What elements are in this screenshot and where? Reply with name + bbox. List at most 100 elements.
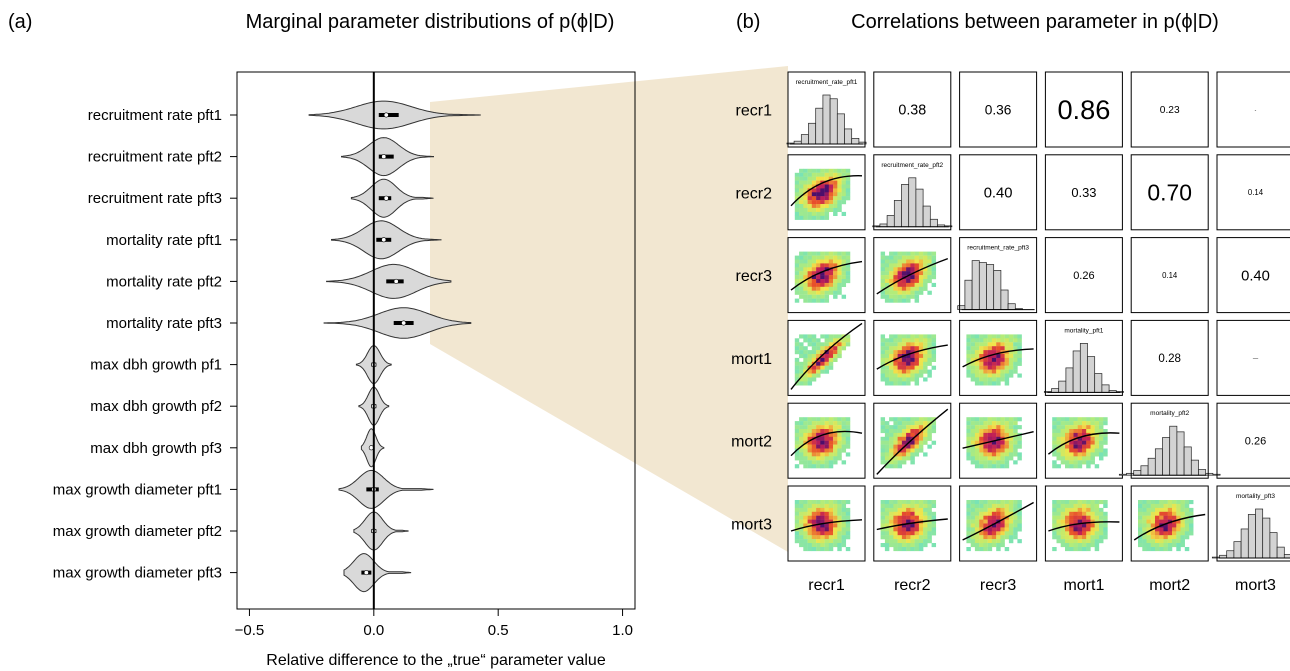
density-pixel bbox=[828, 354, 834, 359]
density-pixel bbox=[884, 452, 890, 457]
density-pixel bbox=[841, 259, 847, 264]
density-pixel bbox=[1069, 432, 1074, 438]
density-pixel bbox=[824, 259, 830, 264]
density-pixel bbox=[974, 365, 980, 370]
density-pixel bbox=[1099, 523, 1104, 528]
density-pixel bbox=[897, 346, 903, 351]
density-pixel bbox=[803, 417, 808, 422]
histogram-bar bbox=[1118, 473, 1127, 476]
density-pixel bbox=[828, 168, 834, 173]
density-pixel bbox=[824, 429, 830, 434]
density-pixel bbox=[1060, 515, 1066, 520]
density-pixel bbox=[820, 365, 825, 370]
density-pixel bbox=[906, 271, 911, 276]
density-pixel bbox=[824, 369, 830, 374]
density-pixel bbox=[1099, 539, 1104, 544]
density-pixel bbox=[820, 271, 825, 276]
density-pixel bbox=[974, 361, 980, 366]
density-pixel bbox=[811, 452, 817, 457]
density-pixel bbox=[923, 279, 928, 284]
density-pixel bbox=[1090, 456, 1095, 461]
density-pixel bbox=[991, 500, 997, 505]
density-pixel bbox=[799, 184, 804, 189]
density-pixel bbox=[1000, 543, 1005, 548]
density-pixel bbox=[820, 282, 825, 288]
density-pixel bbox=[970, 436, 976, 441]
density-pixel bbox=[910, 448, 915, 453]
density-pixel bbox=[824, 440, 830, 445]
pairs-cell-frame bbox=[1130, 402, 1209, 479]
density-pixel bbox=[799, 417, 804, 422]
trend-line bbox=[790, 519, 863, 532]
density-pixel bbox=[918, 511, 924, 516]
density-pixel bbox=[828, 539, 834, 544]
density-pixel bbox=[927, 503, 932, 509]
density-pixel bbox=[927, 369, 932, 374]
density-pixel bbox=[974, 460, 980, 465]
density-pixel bbox=[1180, 511, 1185, 516]
density-pixel bbox=[1103, 452, 1108, 457]
density-pixel bbox=[1155, 511, 1160, 516]
density-pixel bbox=[1065, 515, 1070, 520]
density-pixel bbox=[923, 535, 928, 540]
pairs-cell bbox=[1044, 402, 1123, 479]
density-pixel bbox=[820, 192, 825, 197]
density-pixel bbox=[1000, 361, 1005, 366]
density-pixel bbox=[987, 421, 993, 426]
density-pixel bbox=[811, 342, 817, 347]
histogram-bar bbox=[1007, 303, 1016, 310]
density-pixel bbox=[824, 176, 830, 181]
density-pixel bbox=[824, 263, 830, 268]
density-pixel bbox=[901, 436, 907, 441]
density-pixel bbox=[991, 543, 997, 548]
density-pixel bbox=[1008, 338, 1014, 343]
density-pixel bbox=[893, 350, 898, 355]
density-pixel bbox=[794, 425, 800, 430]
violin-median-point bbox=[381, 154, 387, 160]
density-pixel bbox=[807, 448, 813, 453]
density-pixel bbox=[1163, 543, 1168, 548]
density-pixel bbox=[803, 452, 808, 457]
density-pixel bbox=[1094, 511, 1100, 516]
density-pixel bbox=[987, 334, 993, 339]
density-pixel bbox=[1004, 547, 1010, 552]
density-pixel bbox=[824, 436, 830, 441]
density-pixel bbox=[803, 456, 808, 461]
density-pixel bbox=[816, 357, 821, 363]
density-pixel bbox=[837, 354, 842, 359]
density-pixel bbox=[880, 535, 886, 540]
density-pixel bbox=[1013, 531, 1018, 536]
density-pixel bbox=[979, 357, 984, 363]
density-pixel bbox=[918, 275, 924, 280]
density-pixel bbox=[983, 334, 988, 339]
density-pixel bbox=[931, 342, 937, 347]
density-pixel bbox=[816, 279, 821, 284]
density-pixel bbox=[931, 275, 937, 280]
density-pixel bbox=[1094, 531, 1100, 536]
density-pixel bbox=[841, 440, 847, 445]
density-pixel bbox=[837, 452, 842, 457]
density-pixel bbox=[1090, 523, 1095, 528]
density-pixel bbox=[1180, 539, 1185, 544]
row-label: mort3 bbox=[731, 517, 772, 534]
density-pixel bbox=[824, 298, 830, 303]
density-pixel bbox=[1000, 346, 1005, 351]
density-pixel bbox=[803, 259, 808, 264]
density-pixel bbox=[991, 417, 997, 422]
density-pixel bbox=[983, 448, 988, 453]
density-pixel bbox=[906, 357, 911, 363]
density-pixel bbox=[987, 515, 993, 520]
density-pixel bbox=[1138, 503, 1143, 509]
density-pixel bbox=[824, 211, 830, 217]
violin-shape bbox=[338, 469, 434, 509]
density-pixel bbox=[828, 511, 834, 516]
density-pixel bbox=[979, 373, 984, 378]
density-pixel bbox=[794, 365, 800, 370]
density-pixel bbox=[906, 456, 911, 461]
density-pixel bbox=[901, 294, 907, 299]
density-pixel bbox=[1077, 543, 1083, 548]
density-pixel bbox=[1008, 425, 1014, 430]
histogram-bar bbox=[1133, 470, 1142, 476]
density-pixel bbox=[880, 500, 886, 505]
density-pixel bbox=[983, 381, 988, 386]
